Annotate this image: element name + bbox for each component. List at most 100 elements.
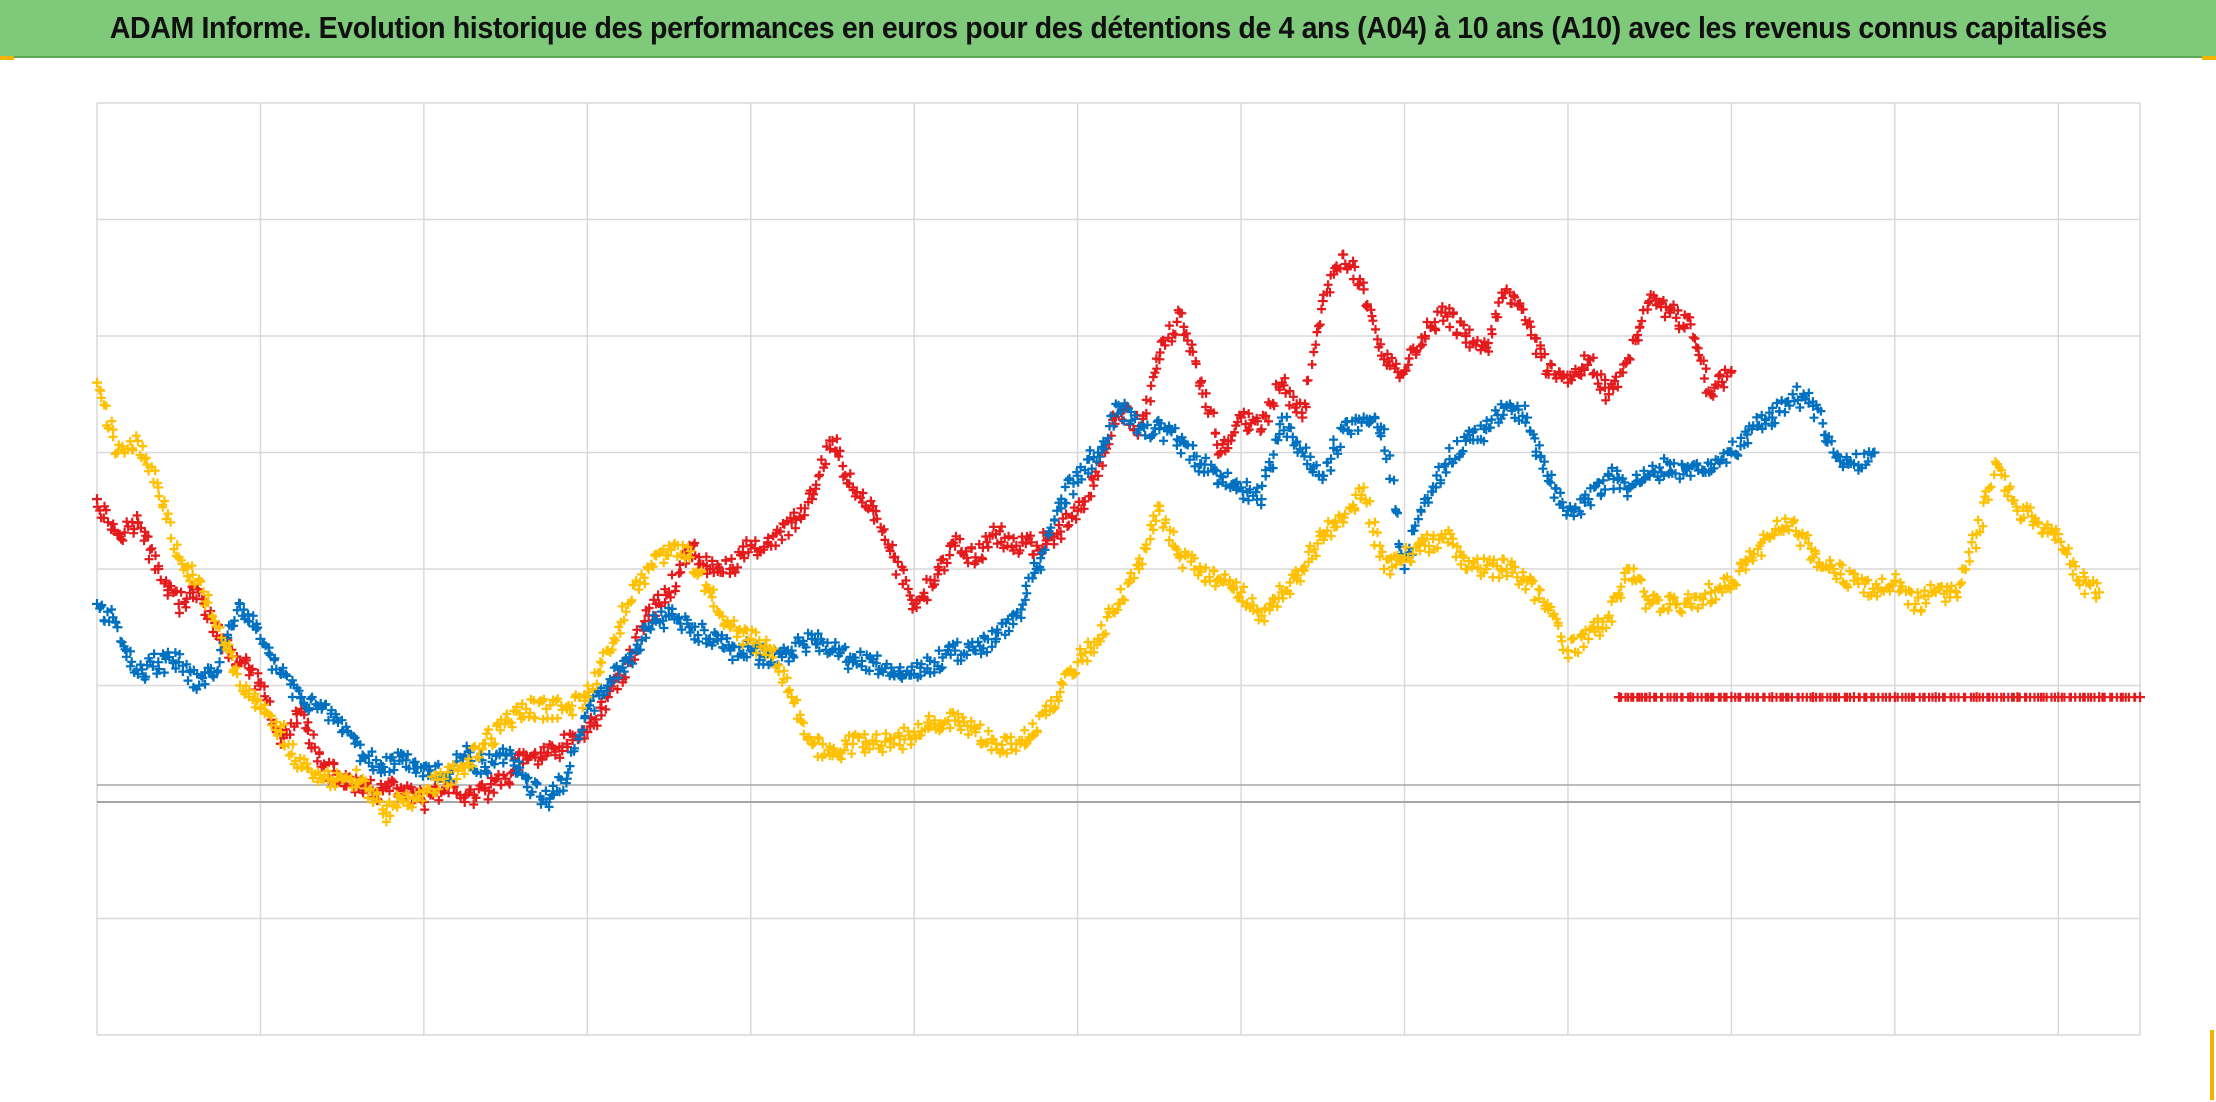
data-point xyxy=(1338,424,1349,435)
data-point xyxy=(398,750,409,761)
data-point xyxy=(827,750,838,761)
data-point xyxy=(1052,505,1063,516)
data-point xyxy=(950,645,961,656)
data-point xyxy=(1685,470,1696,481)
data-point xyxy=(1705,389,1716,400)
series-layer xyxy=(92,249,2145,827)
data-point xyxy=(1542,470,1553,481)
data-point xyxy=(1767,692,1778,703)
data-point xyxy=(929,715,940,726)
data-point xyxy=(664,540,675,551)
data-point xyxy=(337,727,348,738)
data-point xyxy=(1583,633,1594,644)
data-point xyxy=(1113,400,1124,411)
data-point xyxy=(1236,412,1247,423)
data-point xyxy=(521,773,532,784)
data-point xyxy=(1746,552,1757,563)
data-point xyxy=(664,587,675,598)
data-point xyxy=(1379,354,1390,365)
data-point xyxy=(623,598,634,609)
data-point xyxy=(316,703,327,714)
data-point xyxy=(1889,692,1900,703)
data-point xyxy=(316,773,327,784)
data-point xyxy=(1093,633,1104,644)
data-point xyxy=(1501,564,1512,574)
data-point xyxy=(1154,424,1165,435)
corner-mark-br xyxy=(2210,1030,2214,1100)
data-point xyxy=(1787,389,1798,400)
data-point xyxy=(173,657,184,668)
data-point xyxy=(1195,377,1206,388)
data-point xyxy=(500,750,511,761)
data-point xyxy=(1419,540,1430,551)
data-point xyxy=(2073,575,2084,586)
data-point xyxy=(1011,610,1022,621)
data-point xyxy=(541,797,552,807)
data-point xyxy=(1808,552,1819,563)
data-point xyxy=(1338,249,1349,260)
data-point xyxy=(561,738,572,749)
data-point xyxy=(1236,587,1247,598)
data-point xyxy=(418,797,429,807)
data-point xyxy=(1910,598,1921,609)
data-point xyxy=(1256,610,1267,621)
data-point xyxy=(1072,470,1083,481)
data-point xyxy=(1583,354,1594,365)
data-point xyxy=(766,645,777,656)
data-point xyxy=(235,598,246,609)
data-point xyxy=(888,668,899,679)
data-point xyxy=(521,703,532,714)
data-point xyxy=(766,657,777,668)
data-point xyxy=(1379,564,1390,574)
data-point xyxy=(2053,529,2064,540)
data-point xyxy=(459,762,470,773)
data-point xyxy=(1869,587,1880,598)
data-point xyxy=(1460,435,1471,446)
data-point xyxy=(827,645,838,656)
data-point xyxy=(1358,482,1369,493)
data-point xyxy=(1542,365,1553,376)
data-point xyxy=(2135,692,2145,703)
data-point xyxy=(1093,470,1104,481)
data-point xyxy=(1746,424,1757,435)
data-point xyxy=(868,738,879,749)
data-point xyxy=(970,645,981,656)
data-point xyxy=(725,622,736,633)
data-point xyxy=(807,494,818,505)
data-point xyxy=(1562,645,1573,656)
data-point xyxy=(1726,692,1737,703)
data-point xyxy=(132,435,143,446)
data-point xyxy=(337,773,348,784)
data-point xyxy=(950,540,961,551)
data-point xyxy=(1665,307,1676,318)
data-point xyxy=(745,645,756,656)
data-point xyxy=(1011,738,1022,749)
series-2 xyxy=(92,382,1880,812)
data-point xyxy=(1644,470,1655,481)
data-point xyxy=(235,680,246,691)
data-point xyxy=(847,657,858,668)
data-point xyxy=(1358,412,1369,423)
data-point xyxy=(1093,447,1104,458)
data-point xyxy=(153,657,164,668)
data-point xyxy=(92,377,102,388)
data-point xyxy=(929,657,940,668)
data-point xyxy=(92,494,102,505)
data-point xyxy=(1726,575,1737,586)
data-point xyxy=(153,564,164,574)
data-point xyxy=(745,540,756,551)
data-point xyxy=(1481,564,1492,574)
data-point xyxy=(480,738,491,749)
data-point xyxy=(725,645,736,656)
data-point xyxy=(1848,459,1859,470)
data-point xyxy=(1031,727,1042,738)
data-point xyxy=(1808,692,1819,703)
data-point xyxy=(1419,494,1430,505)
data-point xyxy=(1215,575,1226,586)
data-point xyxy=(1869,447,1880,458)
data-point xyxy=(1195,459,1206,470)
data-point xyxy=(1440,307,1451,318)
data-point xyxy=(1358,284,1369,295)
data-point xyxy=(1133,564,1144,574)
data-point xyxy=(398,797,409,807)
